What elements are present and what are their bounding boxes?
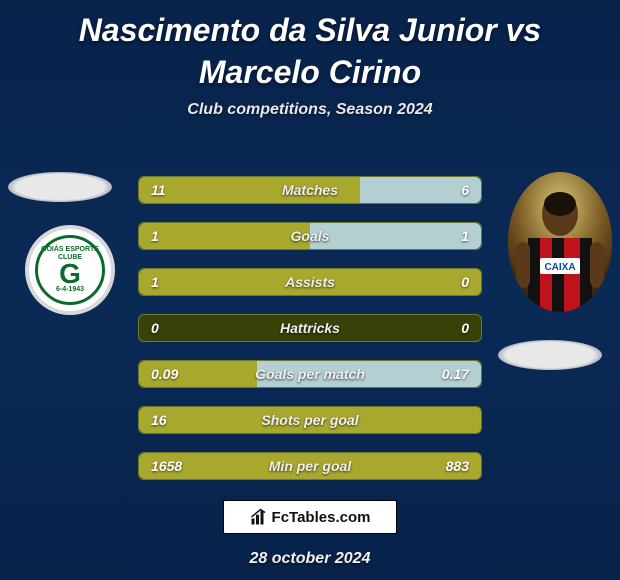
page-subtitle: Club competitions, Season 2024 bbox=[0, 101, 620, 119]
brand-text: FcTables.com bbox=[272, 509, 371, 526]
stat-bar: 116Matches bbox=[138, 176, 482, 204]
right-photo-shadow bbox=[498, 340, 602, 370]
stat-value-right: 0 bbox=[449, 315, 481, 341]
stat-value-left: 1658 bbox=[139, 453, 194, 479]
stat-bars: 116Matches11Goals10Assists00Hattricks0.0… bbox=[138, 176, 482, 498]
stat-value-left: 0 bbox=[139, 315, 171, 341]
stat-value-right bbox=[457, 407, 481, 433]
stat-bar: 11Goals bbox=[138, 222, 482, 250]
left-logo-text-bottom: 6-4-1943 bbox=[56, 286, 84, 293]
player-silhouette-icon: CAIXA bbox=[508, 172, 612, 312]
left-club-logo-inner: GOIÁS ESPORTE CLUBE G 6-4-1943 bbox=[35, 235, 105, 305]
stat-value-left: 11 bbox=[139, 177, 178, 203]
stat-bar: 0.090.17Goals per match bbox=[138, 360, 482, 388]
stat-value-right: 1 bbox=[449, 223, 481, 249]
page-title: Nascimento da Silva Junior vs Marcelo Ci… bbox=[0, 0, 620, 93]
left-club-logo: GOIÁS ESPORTE CLUBE G 6-4-1943 bbox=[25, 225, 115, 315]
stat-value-right: 0.17 bbox=[430, 361, 481, 387]
stat-value-left: 16 bbox=[139, 407, 179, 433]
stat-bar-fill-left bbox=[139, 269, 481, 295]
right-player-photo: CAIXA bbox=[508, 172, 612, 312]
stat-value-right: 883 bbox=[434, 453, 481, 479]
stat-value-right: 0 bbox=[449, 269, 481, 295]
stat-value-right: 6 bbox=[449, 177, 481, 203]
left-logo-letter: G bbox=[59, 261, 81, 286]
brand-logo-box: FcTables.com bbox=[223, 500, 397, 534]
stat-value-left: 0.09 bbox=[139, 361, 190, 387]
stat-value-left: 1 bbox=[139, 269, 171, 295]
stat-bar: 0 0Hattricks bbox=[138, 314, 482, 342]
stat-bar: 10Assists bbox=[138, 268, 482, 296]
stat-label: Hattricks bbox=[139, 315, 481, 341]
date-text: 28 october 2024 bbox=[0, 550, 620, 568]
stat-bar-fill-left bbox=[139, 407, 481, 433]
stat-bar: 16Shots per goal bbox=[138, 406, 482, 434]
stat-bar: 1658883Min per goal bbox=[138, 452, 482, 480]
bar-chart-icon bbox=[250, 508, 268, 526]
left-photo-shadow bbox=[8, 172, 112, 202]
stat-value-left: 1 bbox=[139, 223, 171, 249]
svg-text:CAIXA: CAIXA bbox=[544, 262, 575, 273]
